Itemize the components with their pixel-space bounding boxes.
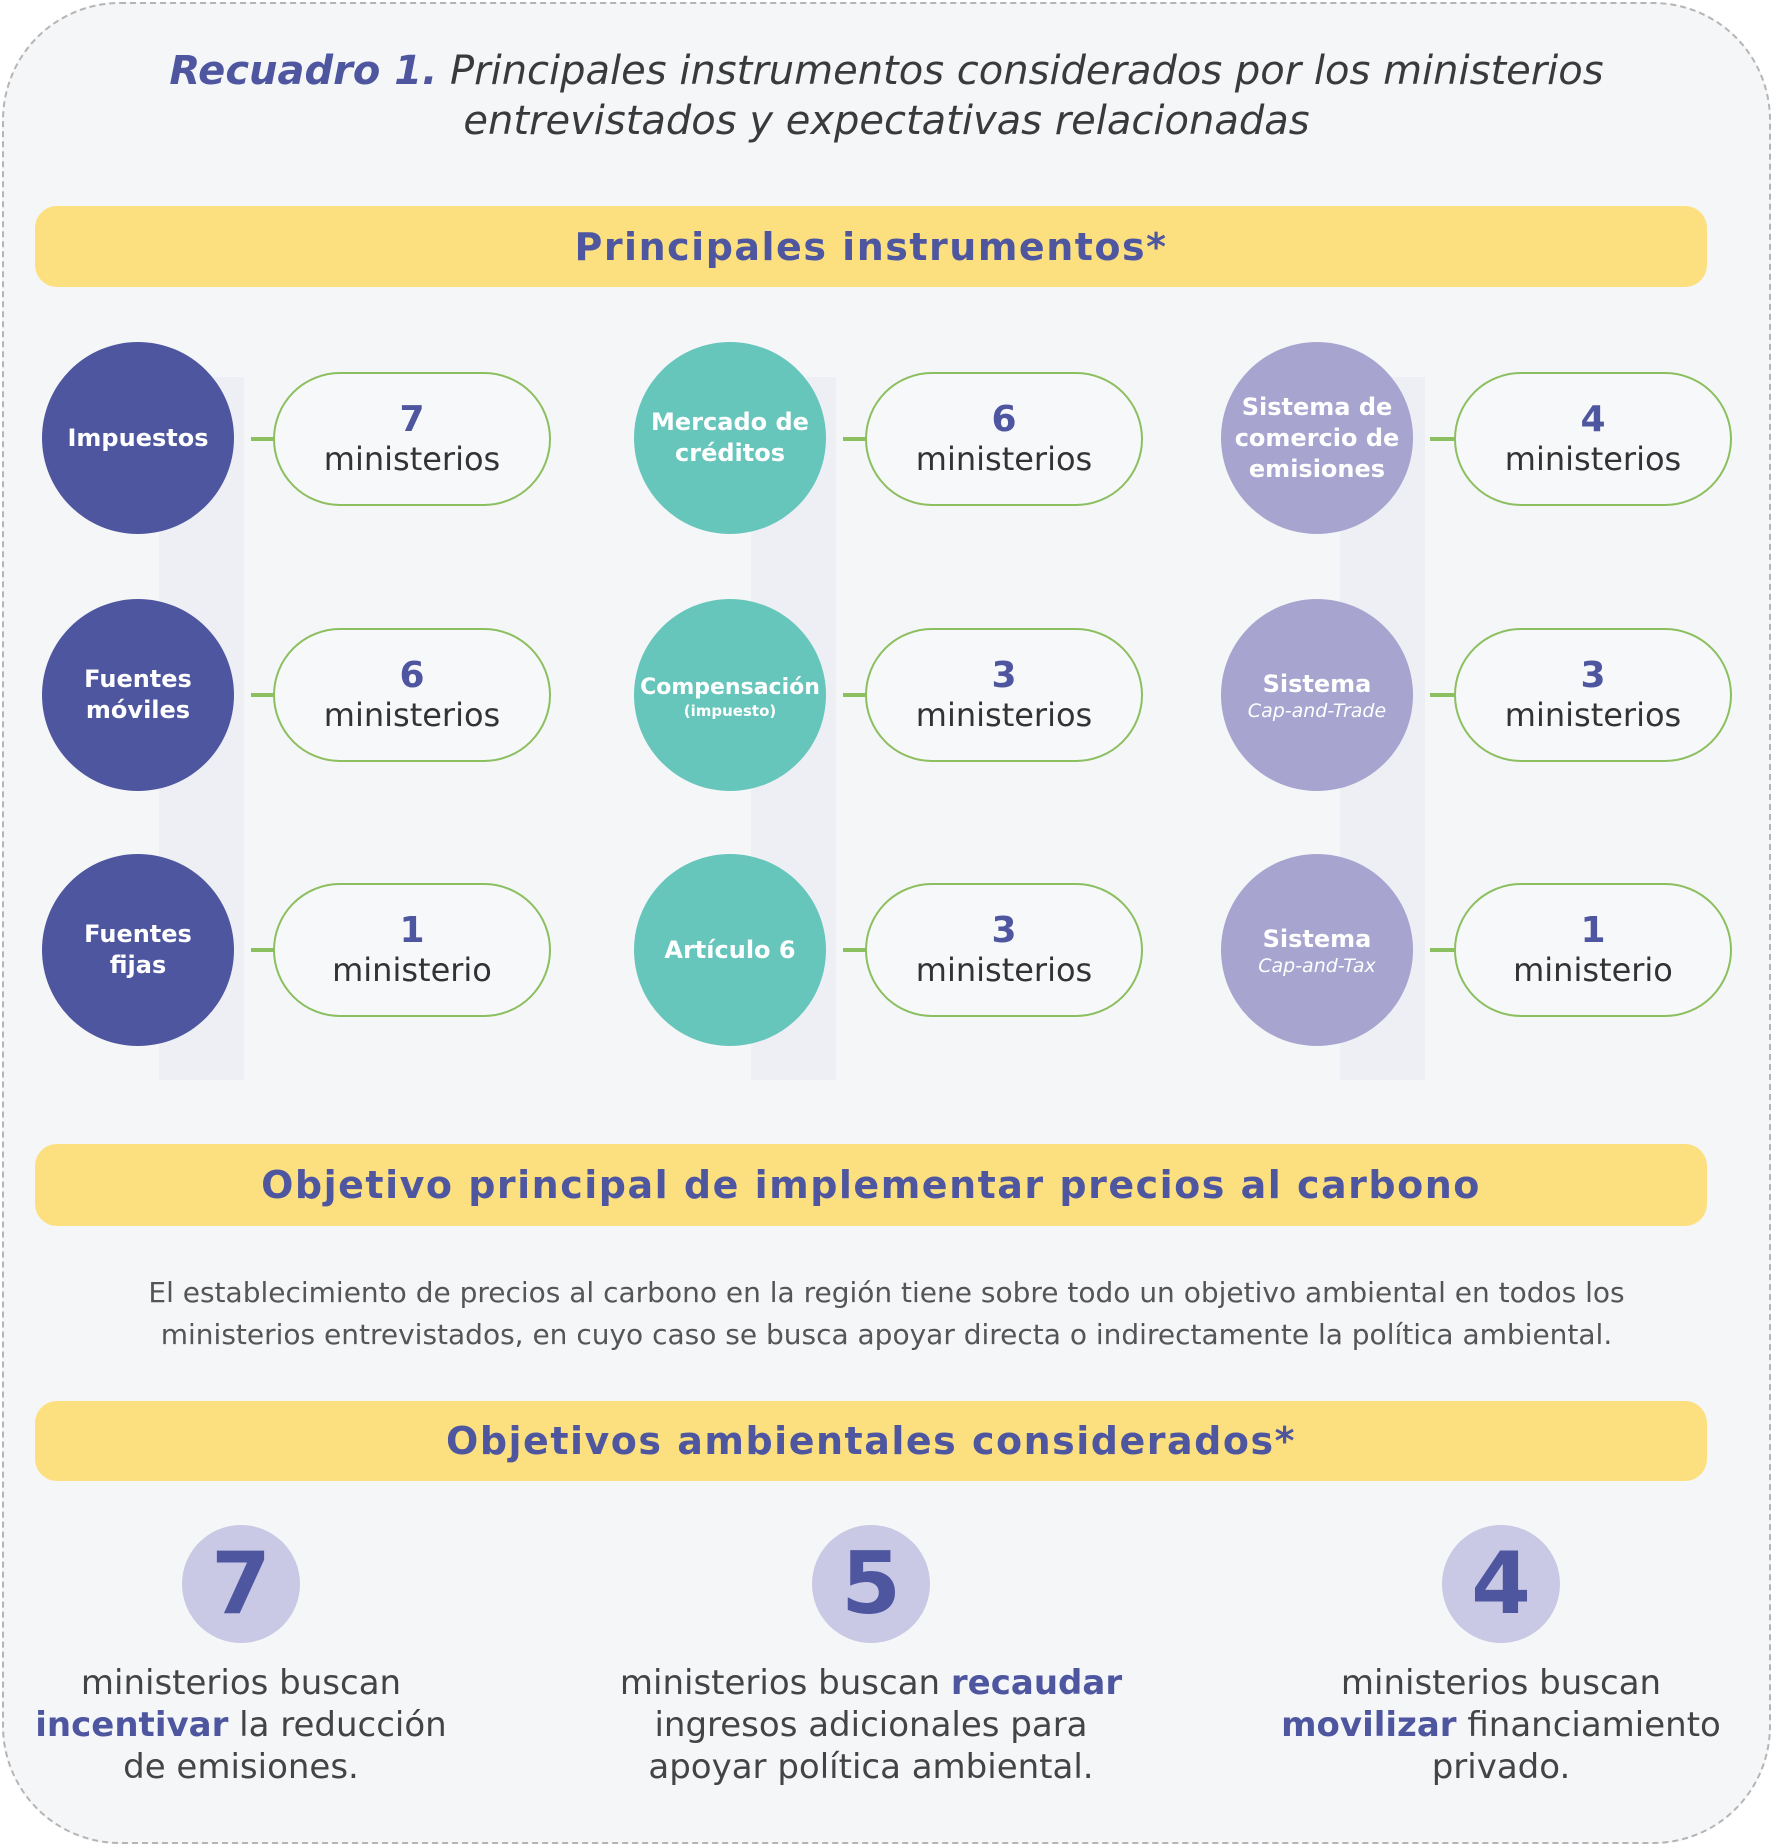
objective-line: la reducción <box>239 1705 447 1745</box>
count-number: 6 <box>991 399 1017 440</box>
count-unit: ministerio <box>1513 951 1673 989</box>
instrument-label: Fuentes <box>84 920 192 948</box>
connector <box>251 693 275 697</box>
count-pill: 3 ministerios <box>1454 628 1732 762</box>
objective-keyword: incentivar <box>35 1705 229 1745</box>
count-unit: ministerios <box>915 951 1093 989</box>
objective-keyword: recaudar <box>950 1663 1123 1703</box>
paragraph-line: ministerios entrevistados, en cuyo caso … <box>160 1318 1613 1351</box>
instrument-sublabel: Cap-and-Trade <box>1247 699 1387 722</box>
count-unit: ministerios <box>915 440 1093 478</box>
count-number: 7 <box>399 399 425 440</box>
instrument-sistema-comercio: Sistema de comercio de emisiones <box>1221 342 1413 534</box>
instrument-label: Mercado de <box>651 408 809 436</box>
objective-paragraph: El establecimiento de precios al carbono… <box>60 1272 1713 1356</box>
count-number: 3 <box>991 655 1017 696</box>
count-pill: 4 ministerios <box>1454 372 1732 506</box>
count-pill: 3 ministerios <box>865 883 1143 1017</box>
instrument-label: Sistema de <box>1241 392 1393 421</box>
instrument-label: móviles <box>85 696 191 724</box>
count-number: 6 <box>399 655 425 696</box>
objective-text: ministerios buscan incentivar la reducci… <box>0 1662 521 1788</box>
connector <box>1430 437 1454 441</box>
instrument-label: Fuentes <box>84 665 192 693</box>
objective-line: de emisiones. <box>123 1747 359 1787</box>
connector <box>251 437 275 441</box>
objective-line: financiamiento <box>1467 1705 1721 1745</box>
count-unit: ministerio <box>332 951 492 989</box>
objective-line: ministerios buscan <box>80 1663 402 1703</box>
objective-number: 7 <box>182 1525 300 1643</box>
count-unit: ministerios <box>915 696 1093 734</box>
count-pill: 1 ministerio <box>1454 883 1732 1017</box>
instrument-sublabel: (impuesto) <box>683 701 777 720</box>
count-pill: 1 ministerio <box>273 883 551 1017</box>
instrument-label: emisiones <box>1248 454 1386 483</box>
objective-text: ministerios buscan recaudar ingresos adi… <box>591 1662 1151 1788</box>
objective-keyword: movilizar <box>1281 1705 1457 1745</box>
count-number: 1 <box>399 910 425 951</box>
instrument-label: Compensación <box>640 674 820 700</box>
instrument-fuentes-moviles: Fuentes móviles <box>42 599 234 791</box>
objective-line: ministerios buscan <box>619 1663 941 1703</box>
connector <box>843 693 867 697</box>
instrument-impuestos: Impuestos <box>42 342 234 534</box>
instrument-cap-and-trade: Sistema Cap-and-Trade <box>1221 599 1413 791</box>
paragraph-line: El establecimiento de precios al carbono… <box>148 1276 1625 1309</box>
instrument-label: Sistema <box>1262 924 1372 953</box>
objective-number: 5 <box>812 1525 930 1643</box>
instrument-mercado-creditos: Mercado de créditos <box>634 342 826 534</box>
count-unit: ministerios <box>323 696 501 734</box>
instrument-fuentes-fijas: Fuentes fijas <box>42 854 234 1046</box>
banner-ambientales: Objetivos ambientales considerados* <box>35 1401 1707 1481</box>
count-unit: ministerios <box>1504 440 1682 478</box>
instrument-label: Sistema <box>1262 669 1372 698</box>
count-pill: 6 ministerios <box>273 628 551 762</box>
count-unit: ministerios <box>323 440 501 478</box>
count-number: 1 <box>1580 910 1606 951</box>
connector <box>843 437 867 441</box>
count-unit: ministerios <box>1504 696 1682 734</box>
page-title: Recuadro 1. Principales instrumentos con… <box>0 46 1773 146</box>
instrument-label: fijas <box>109 951 167 979</box>
instrument-label: créditos <box>675 439 785 467</box>
instrument-articulo-6: Artículo 6 <box>634 854 826 1046</box>
objective-line: ministerios buscan <box>1340 1663 1662 1703</box>
connector <box>251 948 275 952</box>
objective-line: apoyar política ambiental. <box>648 1747 1094 1787</box>
count-number: 3 <box>991 910 1017 951</box>
objective-line: ingresos adicionales para <box>654 1705 1088 1745</box>
banner-instrumentos: Principales instrumentos* <box>35 206 1707 287</box>
instrument-label: Impuestos <box>67 423 209 452</box>
title-label: Recuadro 1. <box>169 48 438 94</box>
connector <box>1430 693 1454 697</box>
objective-line: privado. <box>1431 1747 1571 1787</box>
count-number: 3 <box>1580 655 1606 696</box>
count-number: 4 <box>1580 399 1606 440</box>
count-pill: 7 ministerios <box>273 372 551 506</box>
instrument-cap-and-tax: Sistema Cap-and-Tax <box>1221 854 1413 1046</box>
banner-objetivo: Objetivo principal de implementar precio… <box>35 1144 1707 1226</box>
count-pill: 6 ministerios <box>865 372 1143 506</box>
objective-number: 4 <box>1442 1525 1560 1643</box>
instrument-label: Artículo 6 <box>664 935 796 964</box>
instrument-label: comercio de <box>1234 423 1400 452</box>
title-text-2: entrevistados y expectativas relacionada… <box>463 98 1310 144</box>
objective-text: ministerios buscan movilizar financiamie… <box>1221 1662 1773 1788</box>
instrument-compensacion: Compensación (impuesto) <box>634 599 826 791</box>
connector <box>843 948 867 952</box>
connector <box>1430 948 1454 952</box>
instrument-sublabel: Cap-and-Tax <box>1258 954 1376 977</box>
title-text-1: Principales instrumentos considerados po… <box>450 48 1604 94</box>
count-pill: 3 ministerios <box>865 628 1143 762</box>
